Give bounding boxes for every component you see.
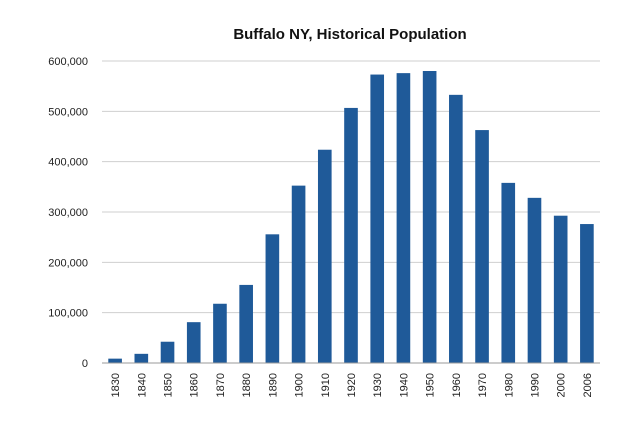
- bar-1980: [501, 182, 516, 363]
- bar-1840: [134, 353, 149, 363]
- bar-1890: [265, 234, 280, 363]
- x-tick-label: 1960: [451, 373, 463, 397]
- x-tick-label: 1930: [372, 373, 384, 397]
- x-tick-label: 1890: [267, 373, 279, 397]
- x-tick-label: 1880: [241, 373, 253, 397]
- y-tick-label: 0: [82, 358, 88, 370]
- x-tick-label: 1870: [215, 373, 227, 397]
- chart-title: Buffalo NY, Historical Population: [233, 26, 466, 43]
- x-tick-label: 2000: [556, 373, 568, 397]
- bar-1990: [527, 197, 542, 363]
- x-axis-tick-labels: 1830 1840 1850 1860 1870 1880 1890 1900 1910 1920…: [110, 373, 594, 397]
- bar-1870: [213, 303, 227, 363]
- x-tick-label: 1950: [425, 373, 437, 397]
- bar-1950: [422, 71, 437, 363]
- y-tick-label: 400,000: [48, 157, 88, 169]
- y-axis-tick-labels: 0 100,000 200,000 300,000 400,000 500,000 600,…: [48, 56, 88, 370]
- bar-1930: [370, 74, 385, 363]
- bar-1860: [186, 322, 201, 363]
- y-tick-label: 100,000: [48, 308, 88, 320]
- y-tick-label: 600,000: [48, 56, 88, 68]
- x-tick-label: 2006: [582, 373, 594, 397]
- x-tick-label: 1910: [320, 373, 332, 397]
- x-tick-label: 1860: [189, 373, 201, 397]
- bar-1970: [475, 130, 489, 363]
- x-tick-label: 1840: [136, 373, 148, 397]
- bar-1920: [344, 107, 358, 363]
- x-tick-label: 1970: [477, 373, 489, 397]
- x-tick-label: 1850: [163, 373, 175, 397]
- bars: [108, 71, 594, 364]
- x-tick-label: 1920: [346, 373, 358, 397]
- x-tick-label: 1830: [110, 373, 122, 397]
- x-tick-label: 1980: [503, 373, 515, 397]
- bar-1900: [291, 185, 306, 363]
- x-tick-label: 1940: [398, 373, 410, 397]
- bar-1830: [108, 358, 122, 363]
- bar-1850: [160, 341, 175, 363]
- x-tick-label: 1900: [294, 373, 306, 397]
- y-tick-label: 200,000: [48, 257, 88, 269]
- bar-1940: [396, 73, 411, 364]
- bar-1910: [317, 149, 332, 363]
- x-tick-label: 1990: [529, 373, 541, 397]
- bar-2006: [580, 224, 594, 363]
- bar-2000: [553, 215, 568, 363]
- bar-1960: [449, 94, 463, 363]
- bar-1880: [239, 284, 253, 363]
- y-tick-label: 300,000: [48, 207, 88, 219]
- y-tick-label: 500,000: [48, 106, 88, 118]
